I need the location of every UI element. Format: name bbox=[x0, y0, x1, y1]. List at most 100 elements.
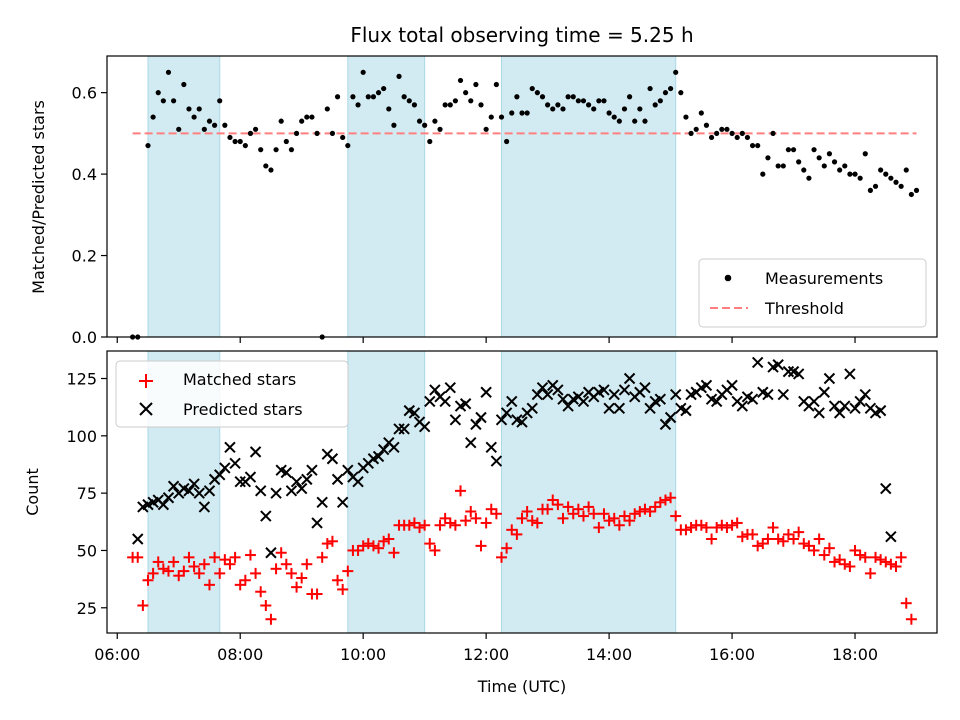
measurement-point bbox=[201, 126, 207, 132]
predicted-star-point bbox=[193, 487, 205, 499]
predicted-star-point bbox=[562, 400, 574, 412]
predicted-star-point bbox=[644, 402, 656, 415]
predicted-star-point bbox=[792, 368, 805, 380]
x-b bbox=[459, 398, 472, 410]
matched-star-point bbox=[224, 558, 236, 570]
x-tick-label: 16:00 bbox=[709, 645, 755, 664]
matched-star-point bbox=[731, 517, 743, 529]
measurement-point bbox=[698, 110, 704, 116]
predicted-star-point bbox=[777, 388, 790, 401]
matched-star-point bbox=[455, 485, 467, 497]
matched-star-point bbox=[516, 512, 528, 524]
measurement-point bbox=[883, 171, 889, 177]
predicted-star-point bbox=[833, 407, 846, 419]
x-b bbox=[762, 388, 774, 401]
bottom-y-tick-label: 125 bbox=[66, 370, 97, 389]
measurement-point bbox=[396, 73, 402, 79]
x-b bbox=[311, 517, 323, 529]
x-tick-label: 18:00 bbox=[832, 645, 878, 664]
measurement-point bbox=[186, 106, 192, 112]
highlight-band bbox=[347, 350, 426, 634]
matched-star-point bbox=[275, 547, 287, 559]
predicted-star-point bbox=[726, 379, 738, 392]
matched-star-point bbox=[511, 528, 523, 540]
predicted-star-point bbox=[746, 393, 759, 405]
matched-star-point bbox=[178, 565, 190, 577]
measurement-point bbox=[437, 126, 443, 132]
matched-star-point bbox=[147, 567, 159, 579]
x-b bbox=[465, 437, 477, 449]
measurement-point bbox=[811, 147, 817, 153]
x-b bbox=[490, 455, 503, 467]
x-b bbox=[280, 466, 293, 479]
measurement-point bbox=[785, 147, 792, 153]
predicted-star-point bbox=[167, 480, 180, 492]
measurement-point bbox=[703, 122, 710, 128]
measurement-point bbox=[831, 159, 838, 165]
bottom-count-points bbox=[127, 356, 917, 625]
x-b bbox=[536, 381, 549, 394]
matched-star-point bbox=[419, 519, 431, 531]
matched-star-point bbox=[767, 522, 779, 534]
x-b bbox=[183, 485, 195, 497]
predicted-star-point bbox=[536, 381, 549, 394]
measurement-point bbox=[908, 191, 914, 198]
matched-star-point bbox=[214, 567, 226, 579]
legend-measurements-label: Measurements bbox=[765, 269, 883, 288]
predicted-star-point bbox=[214, 469, 226, 481]
matched-star-point bbox=[378, 535, 390, 547]
predicted-star-point bbox=[265, 547, 277, 559]
measurement-point bbox=[591, 106, 597, 112]
measurement-point bbox=[539, 94, 546, 100]
measurement-point bbox=[760, 171, 766, 177]
highlight-band bbox=[347, 55, 426, 338]
matched-star-point bbox=[700, 522, 712, 534]
predicted-star-point bbox=[459, 398, 472, 410]
matched-star-point bbox=[859, 551, 871, 563]
measurement-point bbox=[801, 167, 807, 173]
measurement-point bbox=[299, 118, 305, 124]
predicted-star-point bbox=[424, 395, 436, 408]
matched-star-point bbox=[490, 508, 502, 520]
highlight-band bbox=[501, 350, 677, 634]
measurement-point bbox=[673, 69, 679, 75]
x-b bbox=[623, 372, 636, 385]
x-b bbox=[500, 407, 513, 419]
x-b bbox=[254, 485, 267, 497]
predicted-star-point bbox=[880, 482, 892, 495]
measurement-point bbox=[867, 187, 873, 193]
matched-star-point bbox=[326, 535, 338, 547]
x-b bbox=[541, 388, 554, 401]
bottom-legend: Matched stars Predicted stars bbox=[115, 360, 349, 428]
measurement-point bbox=[457, 77, 464, 84]
predicted-star-point bbox=[439, 395, 451, 408]
x-b bbox=[260, 510, 272, 522]
x-b bbox=[736, 400, 749, 412]
matched-star-point bbox=[244, 549, 256, 561]
predicted-star-point bbox=[659, 418, 672, 431]
x-b bbox=[854, 395, 866, 408]
matched-star-point bbox=[152, 556, 164, 568]
matched-star-point bbox=[634, 505, 646, 517]
matched-star-point bbox=[188, 561, 200, 573]
matched-star-point bbox=[465, 505, 477, 517]
x-b bbox=[188, 478, 200, 490]
x-b bbox=[449, 414, 462, 426]
x-b bbox=[270, 487, 282, 499]
predicted-star-point bbox=[490, 455, 503, 467]
measurement-point bbox=[355, 102, 361, 108]
measurement-point bbox=[360, 69, 366, 75]
predicted-star-point bbox=[229, 457, 241, 470]
predicted-star-point bbox=[557, 393, 569, 405]
matched-star-point bbox=[280, 558, 292, 570]
matched-star-point bbox=[265, 613, 277, 625]
measurement-point bbox=[806, 175, 812, 181]
matched-star-point bbox=[777, 535, 789, 547]
measurement-point bbox=[893, 179, 899, 185]
predicted-star-point bbox=[854, 395, 866, 408]
bottom-plot-frame bbox=[106, 350, 938, 634]
matched-star-point bbox=[285, 567, 297, 579]
x-b bbox=[818, 386, 830, 398]
matched-star-point bbox=[680, 524, 692, 536]
